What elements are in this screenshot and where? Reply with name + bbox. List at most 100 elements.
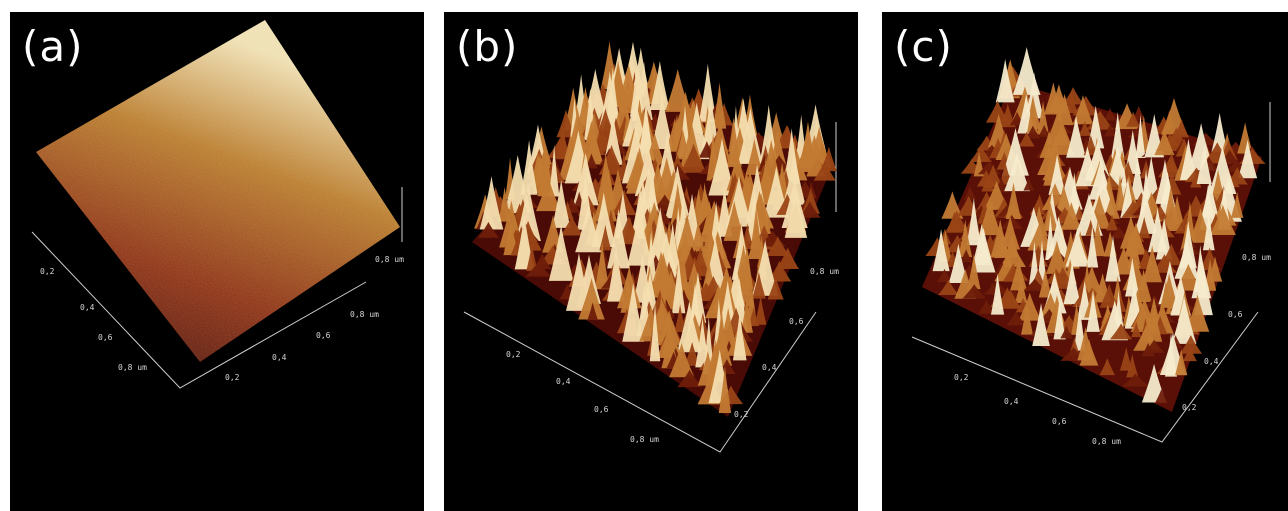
surface-peak [1072,95,1094,125]
tick-label: 0,6 [594,405,609,414]
surface-peak [963,186,977,200]
surface-peak [627,206,653,266]
surface-peak [1142,245,1163,283]
surface-peak [1109,323,1133,340]
surface-peak [551,179,571,228]
surface-peak [1209,204,1236,236]
surface-peak [1086,290,1100,332]
surface-peak [1154,389,1168,404]
tick-label: 0,4 [762,363,777,372]
surface-peak [948,243,968,284]
surface-peak [1154,129,1175,156]
surface-peak [1226,166,1248,185]
surface-peak [1025,125,1041,139]
tick-label: 0,6 [789,317,804,326]
surface-peak [1079,338,1099,366]
surface-peak [813,160,836,181]
surface-peak [712,82,727,129]
surface-peak [520,139,538,195]
tick-label: 0,8 um [630,435,659,444]
surface-peak [1065,227,1090,267]
surface-peak [801,188,820,214]
surface-peak [1129,158,1146,200]
surface-peak [784,189,808,238]
surface-peak [1099,357,1115,376]
surface-peak [990,273,1005,315]
surface-peak [708,138,736,196]
surface-peak [932,228,950,272]
surface-peak [525,261,552,277]
surface-peak [936,268,953,282]
surface-peak [1131,321,1142,338]
surface-peak [607,208,631,269]
surface-peak [767,276,784,300]
surface-peak [962,284,987,299]
surface-peak [1062,87,1084,105]
surface-peak [1211,112,1228,152]
surface-peak [1066,115,1087,158]
surface-peak [1141,342,1155,357]
surface-peak [1110,112,1125,161]
surface-peak [556,109,576,138]
tick-label: 0,4 [1204,357,1219,366]
surface-peak [1125,257,1140,297]
tick-label: 0,6 [1228,310,1243,319]
surface-peak [591,192,616,248]
surface-peak [649,60,670,111]
surface-peak [1125,222,1147,255]
surface-peak [548,224,574,281]
surface-peak [973,151,985,177]
surface-peak [1174,239,1200,279]
tick-label: 0,8 um [350,310,379,319]
panel-label: (b) [456,22,519,71]
afm-surface-a: 0,2 0,4 0,6 0,8 um 0,2 0,4 0,6 0,8 um 0,… [31,20,404,389]
surface-peak [677,369,703,388]
surface-peak [702,95,720,149]
surface-peak [674,304,686,333]
surface-texture [36,20,400,362]
surface-peak [1110,226,1128,239]
tick-label: 0,8 um [375,255,404,264]
surface-peak [938,279,959,296]
surface-peak [593,175,618,222]
tick-label: 0,4 [556,377,571,386]
surface-peak [1105,214,1119,231]
surface-peak [1165,332,1177,377]
surface-peak [607,246,626,302]
surface-peak [765,236,790,257]
tick-label: 0,4 [80,303,95,312]
surface-peak [1151,205,1169,220]
surface-peak [1238,139,1258,179]
surface-peak [1138,216,1151,239]
surface-peak [1024,72,1044,119]
surface-peak [752,271,766,299]
afm-surface-c: 0,2 0,4 0,6 0,8 um 0,2 0,4 0,6 0,8 um [911,47,1271,446]
surface-peak [515,182,541,241]
surface-peak [578,277,605,320]
surface-peak [1135,269,1152,302]
surface-peak [1086,225,1099,268]
surface-peak [1048,154,1066,195]
surface-peak [1037,100,1050,135]
surface-peak [1126,111,1141,127]
surface-peak [941,191,964,219]
surface-peak [1045,240,1068,274]
surface-peak [680,143,707,173]
tick-label: 0,8 um [1242,253,1271,262]
surface-peak [477,222,499,238]
surface-peak [1075,146,1100,187]
tick-label: 0,2 [954,373,969,382]
afm-surface-b: 0,2 0,4 0,6 0,8 um 0,2 0,4 0,6 0,8 um [463,41,839,453]
surface-peak [1202,211,1215,251]
surface-peak [1230,191,1244,218]
surface-peak [645,231,657,282]
surface-peak [1027,220,1053,251]
surface-peak [1182,346,1197,362]
surface-peak [479,176,504,230]
surface-peak [1127,230,1142,269]
tick-label: 0,2 [225,373,240,382]
surface-peak [1060,325,1073,339]
surface-peak [1112,246,1136,275]
surface-peak [1061,202,1082,230]
surface-peak [754,295,767,325]
